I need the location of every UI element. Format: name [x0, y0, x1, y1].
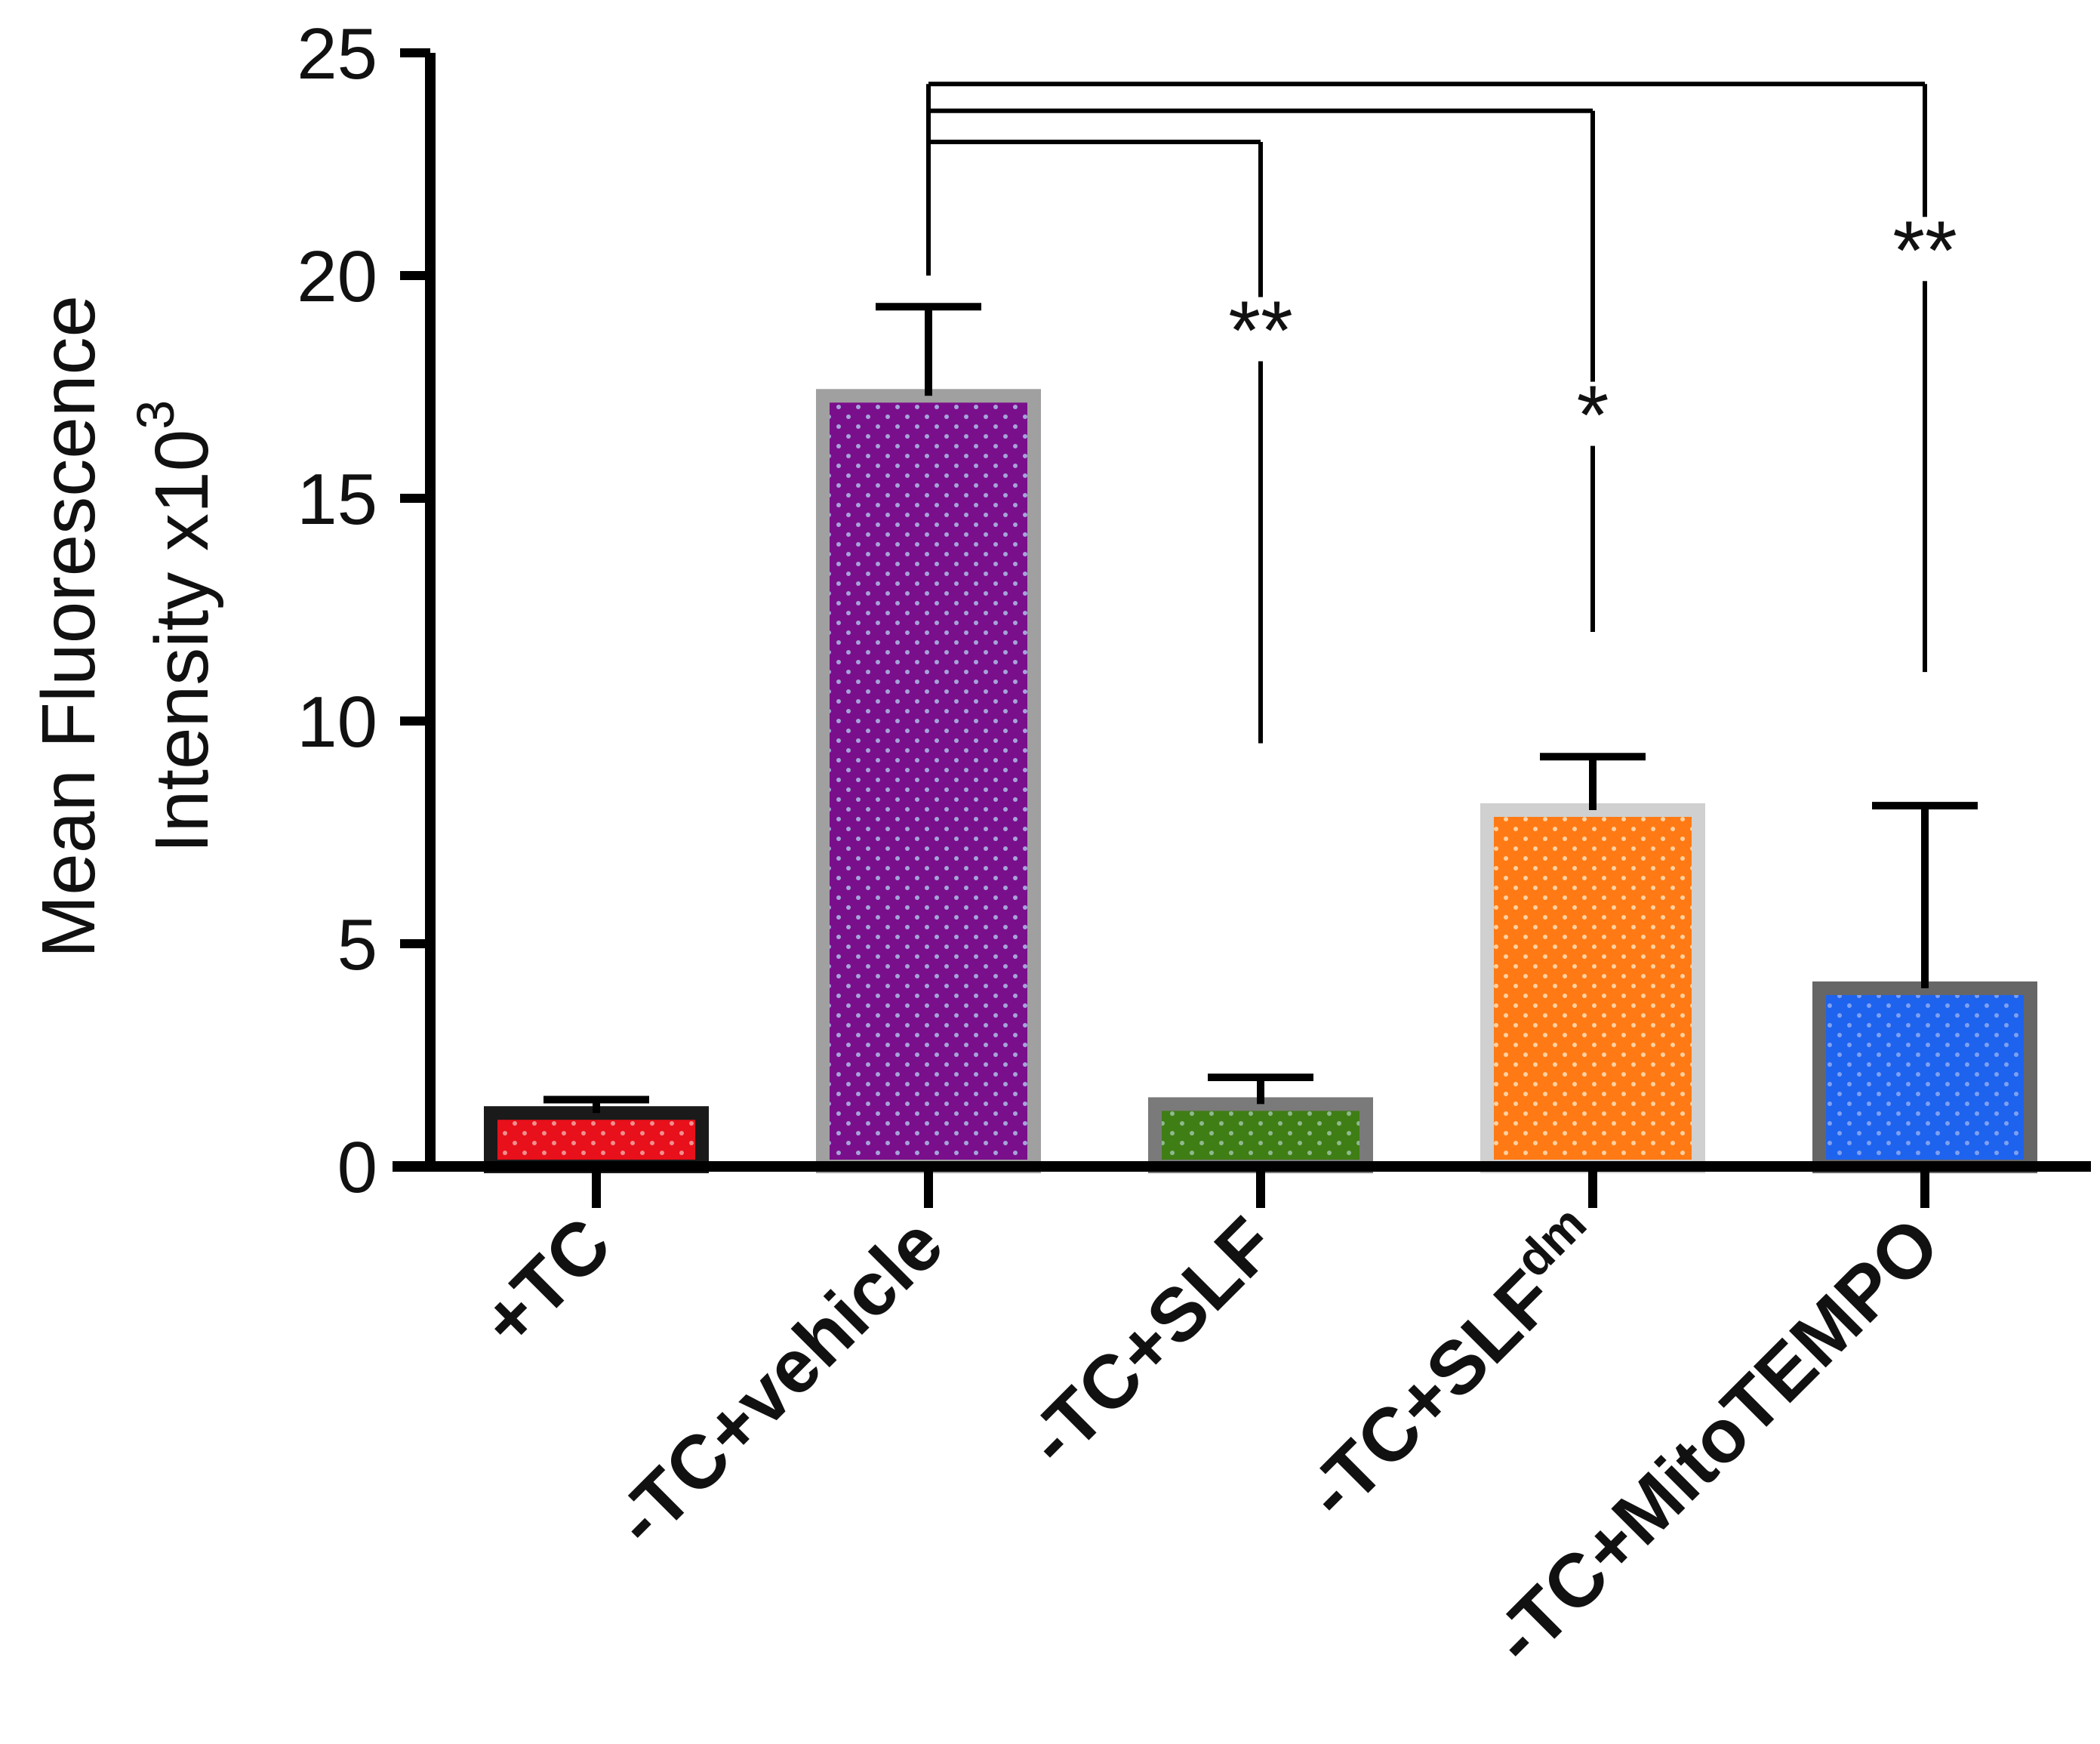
x-tick-label: +TC: [465, 1201, 627, 1363]
significance-brackets: *****: [926, 82, 1974, 744]
x-tick-label: -TC+vehicle: [598, 1201, 959, 1562]
x-ticks: +TC-TC+vehicle -TC+SLF-TC+SLFdm-TC+MitoTE…: [465, 1166, 1956, 1681]
y-axis-label-line2: Intensity x103: [126, 400, 224, 853]
x-tick-label-text: -TC+SLF: [1290, 1254, 1571, 1535]
y-axis-label-line2-base: Intensity x10: [140, 430, 224, 853]
y-tick-label: 5: [337, 904, 377, 985]
significance-label-bg-1: [1544, 381, 1642, 446]
significance-label-1: *: [1577, 369, 1609, 462]
significance-label-bg-2: [1876, 217, 1974, 282]
x-tick-label: -TC+SLFdm: [1283, 1195, 1623, 1535]
y-tick-label: 15: [297, 459, 377, 540]
error-bars: [543, 303, 1978, 1114]
significance-label-bg-0: [1212, 297, 1310, 362]
bar--tc-slf: [1148, 1097, 1373, 1174]
bar--tc-slfdm: [1480, 803, 1705, 1173]
bar--tc-vehicle: [816, 389, 1041, 1173]
y-axis-label-line1: Mean Fluorescence: [26, 295, 111, 958]
y-axis-label-exponent: 3: [126, 400, 185, 430]
bar--tc: [484, 1106, 709, 1173]
y-tick-label: 10: [297, 682, 377, 763]
bar--tc-mitotempo: [1812, 981, 2037, 1173]
y-tick-label: 25: [297, 14, 377, 94]
x-tick-label: -TC+SLF: [1011, 1201, 1292, 1482]
significance-label-0: **: [1228, 285, 1293, 377]
x-tick-label-text: -TC+vehicle: [598, 1201, 959, 1562]
y-tick-label: 20: [297, 236, 377, 317]
axes: [393, 53, 2091, 1172]
y-tick-label: 0: [337, 1127, 377, 1208]
x-tick-label-text: +TC: [465, 1201, 627, 1363]
significance-label-2: **: [1892, 204, 1957, 297]
x-tick-label-text: -TC+SLF: [1011, 1201, 1292, 1482]
y-ticks: 0 5 10 15 20 25: [297, 14, 430, 1208]
